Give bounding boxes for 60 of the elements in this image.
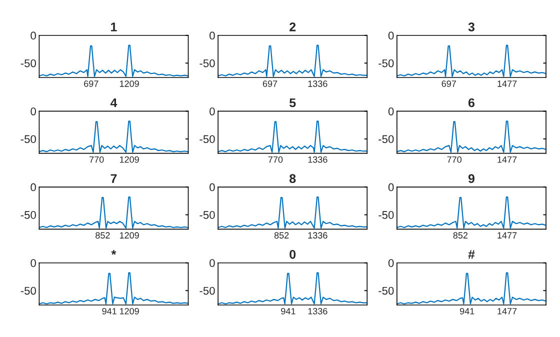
x-tick-label: 852 bbox=[96, 232, 110, 239]
y-tick-label: 0 bbox=[388, 259, 394, 267]
chart-title: # bbox=[468, 250, 475, 259]
y-tick-label: 0 bbox=[30, 259, 36, 267]
y-tick-label: 0 bbox=[388, 183, 394, 192]
y-tick-label: -50 bbox=[20, 135, 36, 144]
y-tick-label: 0 bbox=[30, 183, 36, 192]
chart-title: 5 bbox=[290, 98, 296, 108]
chart-title: 8 bbox=[290, 174, 296, 183]
y-tick-label: -50 bbox=[20, 211, 36, 219]
x-tick-label: 770 bbox=[447, 156, 462, 163]
chart-title: 3 bbox=[468, 22, 474, 32]
y-tick-label: -50 bbox=[20, 286, 36, 295]
y-tick-label: -50 bbox=[378, 286, 394, 295]
x-tick-label: 1336 bbox=[308, 308, 328, 314]
y-tick-label: -50 bbox=[200, 286, 215, 295]
x-tick-label: 697 bbox=[262, 80, 278, 87]
x-tick-label: 1336 bbox=[308, 156, 328, 163]
chart-title: 9 bbox=[468, 174, 474, 183]
x-tick-label: 1477 bbox=[498, 156, 517, 163]
y-tick-label: 0 bbox=[210, 183, 215, 192]
chart-title: 0 bbox=[290, 250, 296, 259]
x-tick-label: 1477 bbox=[498, 308, 517, 314]
x-tick-label: 1336 bbox=[308, 80, 328, 87]
y-tick-label: 0 bbox=[210, 32, 215, 40]
y-tick-label: -50 bbox=[378, 135, 394, 144]
x-tick-label: 852 bbox=[274, 232, 289, 239]
x-tick-label: 941 bbox=[281, 308, 296, 314]
y-tick-label: -50 bbox=[200, 135, 215, 144]
y-tick-label: -50 bbox=[200, 59, 215, 68]
chart-title: 6 bbox=[468, 98, 474, 108]
x-tick-label: 1209 bbox=[120, 156, 139, 163]
y-tick-label: 0 bbox=[30, 107, 36, 116]
y-tick-label: -50 bbox=[378, 211, 394, 219]
y-tick-label: 0 bbox=[210, 107, 215, 116]
chart-title: 2 bbox=[290, 22, 296, 32]
chart-title: * bbox=[111, 250, 116, 255]
y-tick-label: -50 bbox=[200, 211, 215, 219]
x-tick-label: 1209 bbox=[120, 308, 139, 314]
x-tick-label: 1477 bbox=[498, 232, 517, 238]
x-tick-label: 1336 bbox=[308, 232, 328, 239]
x-tick-label: 770 bbox=[90, 156, 104, 163]
y-tick-label: 0 bbox=[210, 259, 215, 267]
chart-title: 4 bbox=[110, 98, 118, 108]
x-tick-label: 770 bbox=[268, 156, 283, 163]
x-tick-label: 1209 bbox=[120, 232, 139, 239]
x-tick-label: 697 bbox=[84, 80, 98, 87]
y-tick-label: -50 bbox=[378, 59, 394, 68]
y-tick-label: 0 bbox=[30, 32, 36, 40]
x-tick-label: 1477 bbox=[498, 80, 517, 87]
x-tick-label: 1209 bbox=[120, 80, 139, 87]
x-tick-label: 941 bbox=[102, 308, 116, 314]
chart-title: 1 bbox=[111, 22, 117, 32]
chart-title: 7 bbox=[110, 174, 117, 183]
y-tick-label: 0 bbox=[388, 107, 394, 116]
y-tick-label: -50 bbox=[20, 59, 36, 68]
x-tick-label: 697 bbox=[442, 80, 456, 87]
x-tick-label: 852 bbox=[453, 232, 468, 239]
x-tick-label: 941 bbox=[460, 308, 474, 314]
y-tick-label: 0 bbox=[388, 32, 394, 40]
